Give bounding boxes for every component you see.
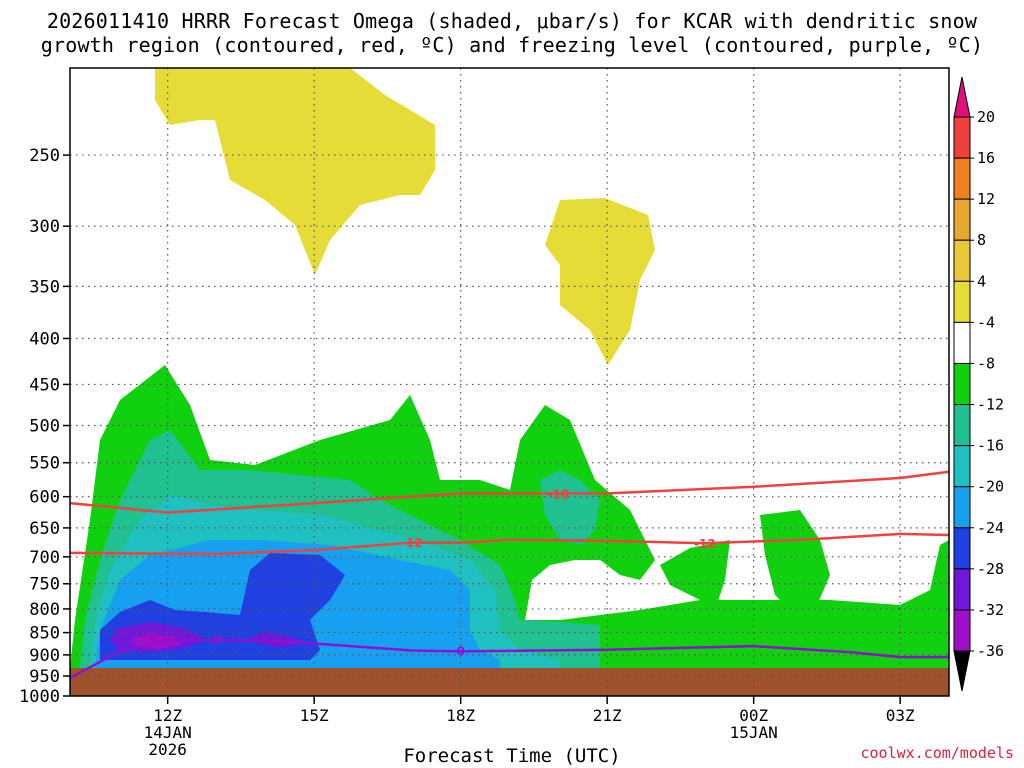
x-tick-label: 15Z xyxy=(300,706,329,725)
colorbar: 20 16 12 8 4 -4 -8 -12 -16 -20 -24 -28 -32 -36 xyxy=(953,76,1004,692)
x-tick-year: 2026 xyxy=(148,740,187,759)
x-axis-label: Forecast Time (UTC) xyxy=(403,745,621,767)
omega-fill-green-island-2 xyxy=(760,510,830,615)
chart-title-line1: 2026011410 HRRR Forecast Omega (shaded, … xyxy=(46,9,978,33)
colorbar-swatch xyxy=(953,527,971,570)
colorbar-swatch xyxy=(953,568,971,611)
colorbar-tick-label: -28 xyxy=(977,560,1004,578)
y-tick-label: 950 xyxy=(29,667,60,687)
contour-labels: -18 -12 -12 0 0 xyxy=(212,488,715,659)
omega-shading xyxy=(70,68,949,696)
credit-text: coolwx.com/models xyxy=(860,744,1014,762)
colorbar-tick-label: -8 xyxy=(977,354,995,372)
y-tick-label: 250 xyxy=(29,146,60,166)
colorbar-tick-label: -12 xyxy=(977,396,1004,414)
x-tick-date: 15JAN xyxy=(730,723,778,742)
y-tick-label: 550 xyxy=(29,454,60,474)
x-tick-label: 12Z xyxy=(153,706,182,725)
y-tick-label: 450 xyxy=(29,375,60,395)
colorbar-swatch xyxy=(953,609,971,652)
contour-line xyxy=(70,638,949,680)
x-tick-label: 21Z xyxy=(593,706,622,725)
contour-label: -18 xyxy=(547,488,569,502)
colorbar-swatch xyxy=(953,239,971,282)
y-tick-label: 850 xyxy=(29,624,60,644)
colorbar-swatch xyxy=(953,486,971,529)
y-tick-label: 400 xyxy=(29,329,60,349)
y-tick-label: 350 xyxy=(29,277,60,297)
omega-fill-green-island-1 xyxy=(660,540,730,610)
colorbar-swatch xyxy=(953,116,971,159)
y-tick-label: 300 xyxy=(29,217,60,237)
contour-line xyxy=(70,532,949,556)
y-tick-label: 700 xyxy=(29,548,60,568)
omega-fill-teal-2 xyxy=(540,470,600,545)
y-tick-label: 800 xyxy=(29,600,60,620)
colorbar-tick-label: 12 xyxy=(977,190,995,208)
colorbar-swatch xyxy=(953,404,971,447)
ground-fill xyxy=(70,668,949,696)
colorbar-swatch xyxy=(953,445,971,488)
contour-label: -12 xyxy=(694,537,716,551)
colorbar-swatch xyxy=(953,198,971,241)
colorbar-tick-label: -4 xyxy=(977,313,995,331)
colorbar-tick-label: -24 xyxy=(977,519,1004,537)
x-tick-date: 14JAN xyxy=(144,723,192,742)
x-tick-label: 03Z xyxy=(886,706,915,725)
y-tick-label: 900 xyxy=(29,646,60,666)
colorbar-swatch xyxy=(953,362,971,406)
colorbar-tick-label: -20 xyxy=(977,478,1004,496)
omega-fill-yellow-2 xyxy=(545,198,655,365)
y-tick-label: 600 xyxy=(29,488,60,508)
colorbar-tick-label: 16 xyxy=(977,149,995,167)
colorbar-tick-label: -32 xyxy=(977,601,1004,619)
y-tick-label: 500 xyxy=(29,417,60,437)
contour-label: -12 xyxy=(401,536,423,550)
colorbar-tick-label: -16 xyxy=(977,437,1004,455)
colorbar-tick-label: -36 xyxy=(977,642,1004,660)
colorbar-swatch xyxy=(953,157,971,200)
colorbar-tick-label: 20 xyxy=(977,108,995,126)
grid-lines xyxy=(70,68,949,696)
plot-border xyxy=(69,67,950,697)
omega-fill-purple-2 xyxy=(245,632,305,648)
colorbar-bottom-arrow xyxy=(953,650,971,692)
colorbar-swatch xyxy=(953,280,971,323)
colorbar-tick-label: 8 xyxy=(977,231,986,249)
y-tick-label: 750 xyxy=(29,575,60,595)
contour-lines xyxy=(70,470,949,680)
colorbar-tick-label: 4 xyxy=(977,272,986,290)
colorbar-swatch xyxy=(953,321,971,364)
chart-title-line2: growth region (contoured, red, ºC) and f… xyxy=(40,33,984,57)
x-tick-label: 00Z xyxy=(739,706,768,725)
contour-line xyxy=(70,470,949,514)
x-tick-label: 18Z xyxy=(446,706,475,725)
contour-label: 0 xyxy=(212,633,220,647)
y-tick-label: 650 xyxy=(29,519,60,539)
y-tick-label: 1000 xyxy=(19,687,60,707)
colorbar-top-arrow xyxy=(953,76,971,118)
contour-label: 0 xyxy=(456,644,464,658)
y-axis: 2503003504004505005506006507007508008509… xyxy=(19,146,70,707)
omega-fill-yellow-1 xyxy=(155,68,435,275)
